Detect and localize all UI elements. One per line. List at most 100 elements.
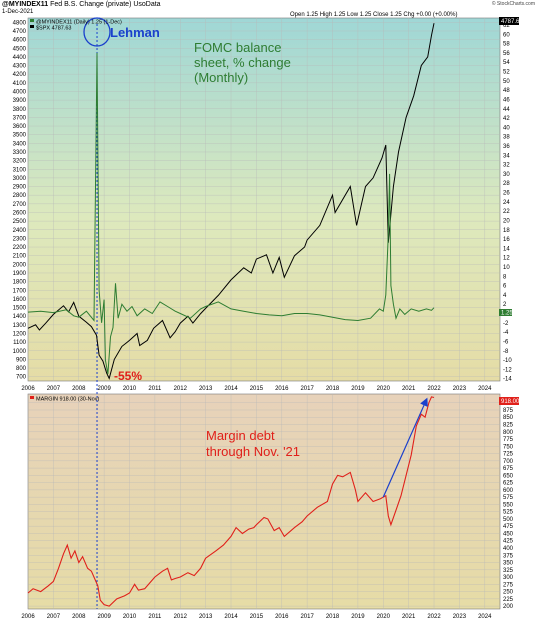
right-axis-tick-label: 750 bbox=[503, 444, 514, 450]
left-axis-tick-label: 3700 bbox=[13, 115, 27, 121]
right-axis-tick-label: -8 bbox=[503, 349, 509, 355]
annotation-fomc-line2: sheet, % change bbox=[194, 55, 291, 70]
right-axis-tick-label: 38 bbox=[503, 135, 510, 141]
chart-header-title: @MYINDEX11 Fed B.S. Change (private) Uso… bbox=[2, 1, 161, 8]
right-axis-tick-label: 48 bbox=[503, 88, 510, 94]
annotation-minus-55: -55% bbox=[114, 369, 142, 383]
left-axis-tick-label: 3500 bbox=[13, 133, 27, 139]
right-axis-tick-label: 12 bbox=[503, 256, 510, 262]
x-axis-tick-label: 2016 bbox=[275, 386, 289, 392]
left-axis-tick-label: 3100 bbox=[13, 167, 27, 173]
right-axis-tick-label: 18 bbox=[503, 228, 510, 234]
left-axis-tick-label: 2500 bbox=[13, 219, 27, 225]
top-left-axis: 700 800 900 1000 1100 1200 1300 1400 1500 1600 170… bbox=[13, 20, 27, 380]
left-axis-tick-label: 4700 bbox=[13, 29, 27, 35]
right-axis-tick-label: -10 bbox=[503, 358, 512, 364]
legend-item-margin: MARGIN 918.00 (30-Nov) bbox=[36, 397, 99, 403]
right-axis-tick-label: 350 bbox=[503, 561, 514, 567]
right-axis-tick-label: 10 bbox=[503, 265, 510, 271]
bottom-legend: MARGIN 918.00 (30-Nov) bbox=[30, 396, 99, 403]
right-axis-tick-label: 2 bbox=[503, 302, 507, 308]
x-axis-tick-label: 2020 bbox=[377, 386, 391, 392]
top-legend: @MYINDEX11 (Daily) 1.25 (1-Dec) $SPX 478… bbox=[30, 19, 122, 32]
x-axis-tick-label: 2021 bbox=[402, 386, 416, 392]
x-axis-tick-label: 2012 bbox=[174, 386, 188, 392]
left-axis-tick-label: 4200 bbox=[13, 72, 27, 78]
left-axis-tick-label: 3200 bbox=[13, 159, 27, 165]
x-axis-tick-label: 2018 bbox=[326, 386, 340, 392]
right-axis-tick-label: 550 bbox=[503, 502, 514, 508]
lehman-circle bbox=[83, 17, 111, 47]
left-axis-tick-label: 2900 bbox=[13, 185, 27, 191]
annotation-lehman: Lehman bbox=[110, 25, 160, 40]
x-axis-tick-label: 2006 bbox=[21, 614, 35, 620]
right-axis-tick-label: 250 bbox=[503, 590, 514, 596]
right-axis-tick-label: 800 bbox=[503, 430, 514, 436]
left-axis-tick-label: 3600 bbox=[13, 124, 27, 130]
left-axis-tick-label: 1400 bbox=[13, 314, 27, 320]
x-axis-tick-label: 2011 bbox=[148, 386, 162, 392]
left-axis-tick-label: 700 bbox=[16, 375, 27, 381]
left-axis-tick-label: 4600 bbox=[13, 38, 27, 44]
right-axis-tick-label: 32 bbox=[503, 163, 510, 169]
x-axis-tick-label: 2008 bbox=[72, 386, 86, 392]
right-axis-tick-label: 500 bbox=[503, 517, 514, 523]
x-axis-tick-label: 2013 bbox=[199, 386, 213, 392]
x-axis-tick-label: 2007 bbox=[47, 614, 61, 620]
left-axis-tick-label: 3800 bbox=[13, 107, 27, 113]
left-axis-tick-label: 1200 bbox=[13, 331, 27, 337]
left-axis-tick-label: 4500 bbox=[13, 46, 27, 52]
right-axis-tick-label: 20 bbox=[503, 218, 510, 224]
margin-last-value-label: 918.00 bbox=[501, 399, 520, 405]
left-axis-tick-label: 1800 bbox=[13, 280, 27, 286]
x-axis-tick-label: 2009 bbox=[97, 386, 111, 392]
right-axis-tick-label: 16 bbox=[503, 237, 510, 243]
right-axis-tick-label: 26 bbox=[503, 191, 510, 197]
margin-trend-arrow bbox=[382, 397, 428, 498]
right-axis-tick-label: 62 bbox=[503, 23, 510, 29]
x-axis-tick-label: 2021 bbox=[402, 614, 416, 620]
left-axis-tick-label: 4000 bbox=[13, 89, 27, 95]
x-axis-tick-label: 2014 bbox=[224, 614, 238, 620]
bottom-right-axis: 2002252502753003253503754004254504755005… bbox=[503, 401, 514, 610]
annotation-fomc-line1: FOMC balance bbox=[194, 40, 281, 55]
right-axis-tick-label: 50 bbox=[503, 79, 510, 85]
right-axis-tick-label: 650 bbox=[503, 473, 514, 479]
right-axis-tick-label: -12 bbox=[503, 367, 512, 373]
right-axis-tick-label: 200 bbox=[503, 604, 514, 610]
right-axis-tick-label: 450 bbox=[503, 531, 514, 537]
x-axis-tick-label: 2019 bbox=[351, 386, 365, 392]
left-axis-tick-label: 3000 bbox=[13, 176, 27, 182]
right-axis-tick-label: 30 bbox=[503, 172, 510, 178]
left-axis-tick-label: 1500 bbox=[13, 306, 27, 312]
right-axis-tick-label: -6 bbox=[503, 339, 509, 345]
x-axis-tick-label: 2018 bbox=[326, 614, 340, 620]
right-axis-tick-label: 300 bbox=[503, 575, 514, 581]
right-axis-tick-label: -2 bbox=[503, 321, 509, 327]
left-axis-tick-label: 1000 bbox=[13, 349, 27, 355]
x-axis-tick-label: 2016 bbox=[275, 614, 289, 620]
right-axis-tick-label: 825 bbox=[503, 423, 514, 429]
right-axis-tick-label: 475 bbox=[503, 524, 514, 530]
right-axis-tick-label: 625 bbox=[503, 481, 514, 487]
right-axis-tick-label: 44 bbox=[503, 107, 510, 113]
annotation-fomc-line3: (Monthly) bbox=[194, 70, 248, 85]
fed-last-value-label: 1.25 bbox=[501, 311, 513, 317]
right-axis-tick-label: 575 bbox=[503, 495, 514, 501]
top-x-axis: 2006 2007 2008 2009 2010 2011 2012 2013 2014 2015… bbox=[21, 386, 492, 392]
right-axis-tick-label: 58 bbox=[503, 42, 510, 48]
right-axis-tick-label: 275 bbox=[503, 582, 514, 588]
spx-last-value-label: 4787.6 bbox=[501, 19, 520, 25]
x-axis-tick-label: 2023 bbox=[453, 386, 467, 392]
spx-series-line bbox=[27, 23, 435, 380]
right-axis-tick-label: 42 bbox=[503, 116, 510, 122]
x-axis-tick-label: 2010 bbox=[123, 614, 137, 620]
right-axis-tick-label: 22 bbox=[503, 209, 510, 215]
right-axis-tick-label: 325 bbox=[503, 568, 514, 574]
right-axis-tick-label: 775 bbox=[503, 437, 514, 443]
x-axis-tick-label: 2011 bbox=[148, 614, 162, 620]
top-grid bbox=[27, 18, 500, 381]
left-axis-tick-label: 1300 bbox=[13, 323, 27, 329]
x-axis-tick-label: 2007 bbox=[47, 386, 61, 392]
fed-bs-series-line bbox=[27, 52, 435, 375]
